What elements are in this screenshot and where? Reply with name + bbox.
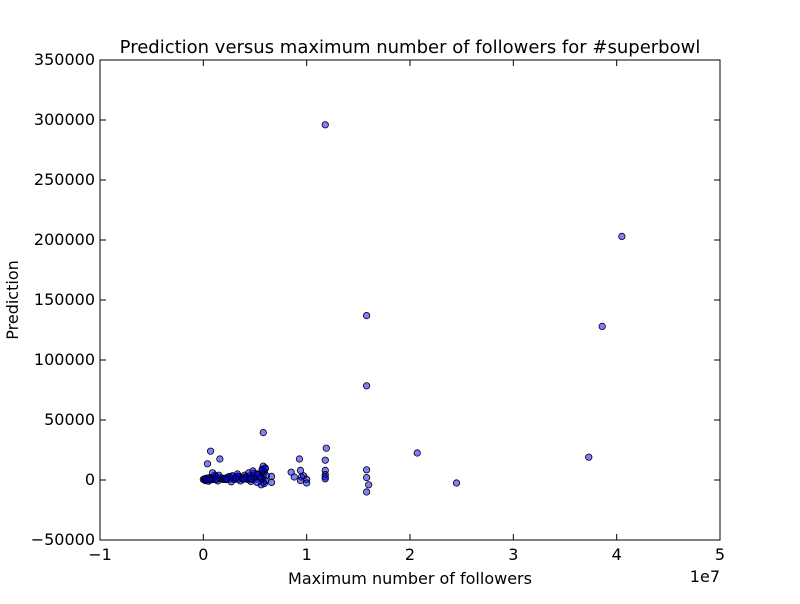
data-point (209, 469, 217, 477)
data-point (247, 475, 255, 483)
data-point (290, 473, 298, 481)
data-point (303, 479, 311, 487)
x-tick-label: 1 (302, 545, 312, 564)
ticks-layer: −1 0 1 2 3 4 5 −50000 0 50000 100000 150000 200000 25… (31, 50, 725, 564)
data-point (618, 232, 626, 240)
plot-area (100, 60, 720, 540)
data-point (203, 460, 212, 468)
data-point (267, 472, 276, 480)
data-point (261, 464, 269, 472)
y-tick-label: −50000 (31, 530, 95, 549)
data-point (365, 481, 373, 489)
data-point (362, 466, 371, 474)
y-tick-label: 100000 (34, 350, 95, 369)
data-point (202, 476, 211, 484)
data-point (362, 382, 371, 390)
data-point (259, 428, 267, 437)
data-point (206, 447, 215, 455)
x-tick-label: 4 (612, 545, 622, 564)
data-point (362, 488, 371, 496)
y-tick-label: 250000 (34, 170, 95, 189)
data-point (253, 470, 261, 478)
data-point (362, 473, 371, 482)
chart-title: Prediction versus maximum number of foll… (120, 37, 701, 58)
data-point (413, 449, 421, 457)
y-axis-label: Prediction (3, 260, 22, 339)
data-point (321, 475, 329, 483)
data-point (231, 474, 239, 482)
plot-background (100, 60, 720, 540)
data-point (240, 475, 248, 483)
data-point (267, 478, 276, 486)
x-tick-label: 2 (405, 545, 415, 564)
data-point (322, 444, 330, 452)
x-tick-label: 5 (715, 545, 725, 564)
y-tick-label: 150000 (34, 290, 95, 309)
x-axis-offset-label: 1e7 (690, 567, 720, 586)
x-tick-label: 3 (508, 545, 518, 564)
data-point (321, 121, 329, 129)
y-tick-label: 200000 (34, 230, 95, 249)
data-point (598, 322, 606, 330)
y-tick-label: 0 (85, 470, 95, 489)
x-axis-label: Maximum number of followers (288, 569, 532, 588)
data-point (362, 311, 371, 320)
data-point (452, 479, 461, 487)
data-point (222, 475, 230, 483)
y-tick-label: 50000 (44, 410, 95, 429)
data-point (296, 476, 305, 485)
data-point (216, 455, 224, 463)
points-layer (199, 121, 626, 496)
y-tick-label: 300000 (34, 110, 95, 129)
y-tick-label: 350000 (34, 50, 95, 69)
data-point (253, 478, 261, 486)
x-tick-label: 0 (198, 545, 208, 564)
data-point (585, 453, 593, 461)
x-tick-label: −1 (88, 545, 112, 564)
data-point (295, 455, 304, 463)
data-point (321, 456, 329, 464)
